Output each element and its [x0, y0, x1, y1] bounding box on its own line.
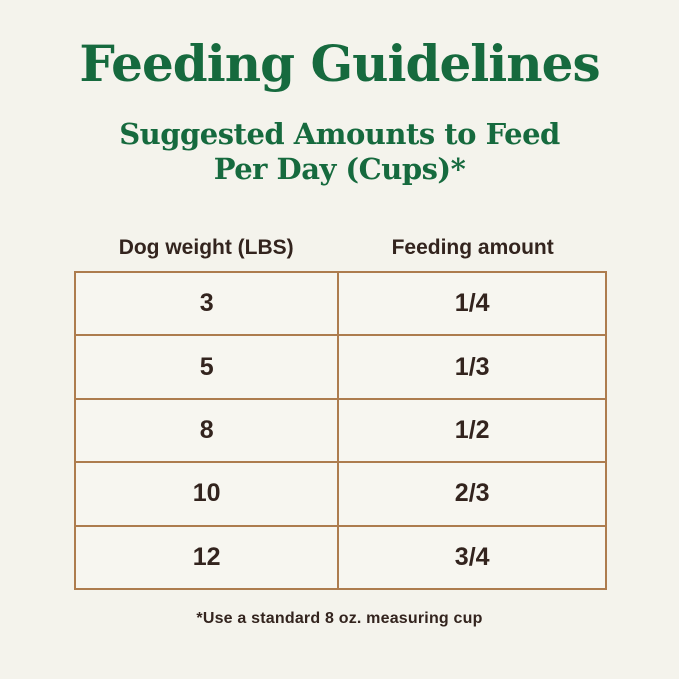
cell-dog-weight: 8: [73, 397, 340, 464]
table-row: 10 2/3: [73, 461, 607, 527]
subtitle-line-1: Suggested Amounts to Feed: [119, 117, 560, 151]
cell-feeding-amount: 3/4: [337, 524, 607, 591]
page-title: Feeding Guidelines: [79, 34, 600, 93]
cell-dog-weight: 12: [73, 524, 340, 591]
table-row: 8 1/2: [73, 397, 607, 464]
cell-dog-weight: 3: [73, 270, 340, 337]
column-header-dog-weight: Dog weight (LBS): [118, 236, 294, 259]
subtitle-line-2: Per Day (Cups)*: [213, 152, 466, 187]
feeding-table: 3 1/4 5 1/3 8 1/2 10 2/3 12 3/4: [73, 270, 607, 591]
cell-feeding-amount: 1/3: [337, 334, 607, 400]
page-subtitle: Suggested Amounts to Feed Per Day (Cups)…: [0, 117, 679, 188]
cell-feeding-amount: 2/3: [337, 461, 607, 527]
table-row: 3 1/4: [73, 270, 607, 337]
cell-feeding-amount: 1/2: [337, 397, 607, 464]
cell-dog-weight: 10: [73, 461, 340, 527]
cell-dog-weight: 5: [73, 334, 340, 400]
measuring-cup-footnote: *Use a standard 8 oz. measuring cup: [196, 610, 483, 627]
table-row: 12 3/4: [73, 524, 607, 591]
table-column-headers: Dog weight (LBS) Feeding amount: [74, 236, 607, 260]
table-row: 5 1/3: [73, 334, 607, 400]
column-header-feeding-amount: Feeding amount: [391, 236, 554, 259]
cell-feeding-amount: 1/4: [337, 270, 607, 337]
